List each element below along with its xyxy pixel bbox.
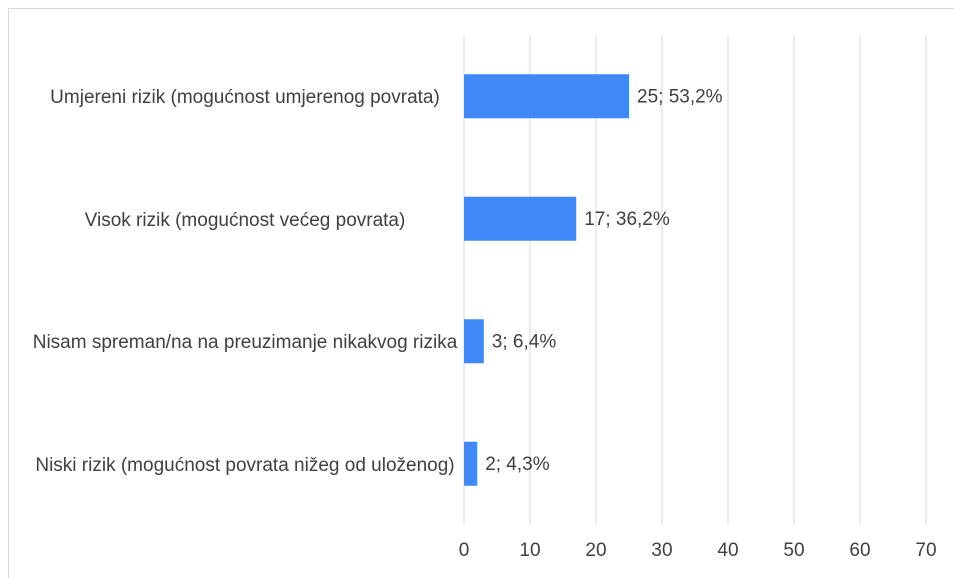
data-label: 3; 6,4% — [492, 331, 557, 352]
bar — [464, 196, 577, 241]
x-tick-label: 0 — [459, 540, 470, 561]
bar — [464, 319, 484, 364]
x-tick-label: 40 — [717, 540, 738, 561]
x-tick-label: 60 — [849, 540, 870, 561]
x-tick-label: 30 — [651, 540, 672, 561]
x-tick-label: 70 — [915, 540, 936, 561]
y-tick-label: Niski rizik (mogućnost povrata nižeg od … — [35, 454, 455, 476]
y-tick-label: Umjereni rizik (mogućnost umjerenog povr… — [50, 87, 440, 109]
y-tick-label: Nisam spreman/na na preuzimanje nikakvog… — [32, 332, 458, 354]
x-tick-label: 10 — [519, 540, 540, 561]
data-label: 2; 4,3% — [485, 454, 550, 475]
y-tick-label: Visok rizik (mogućnost većeg povrata) — [84, 209, 406, 231]
bar — [464, 441, 478, 486]
x-tick-label: 50 — [783, 540, 804, 561]
bar — [464, 74, 629, 119]
data-label: 25; 53,2% — [637, 86, 723, 107]
data-label: 17; 36,2% — [584, 209, 670, 230]
x-tick-label: 20 — [585, 540, 606, 561]
